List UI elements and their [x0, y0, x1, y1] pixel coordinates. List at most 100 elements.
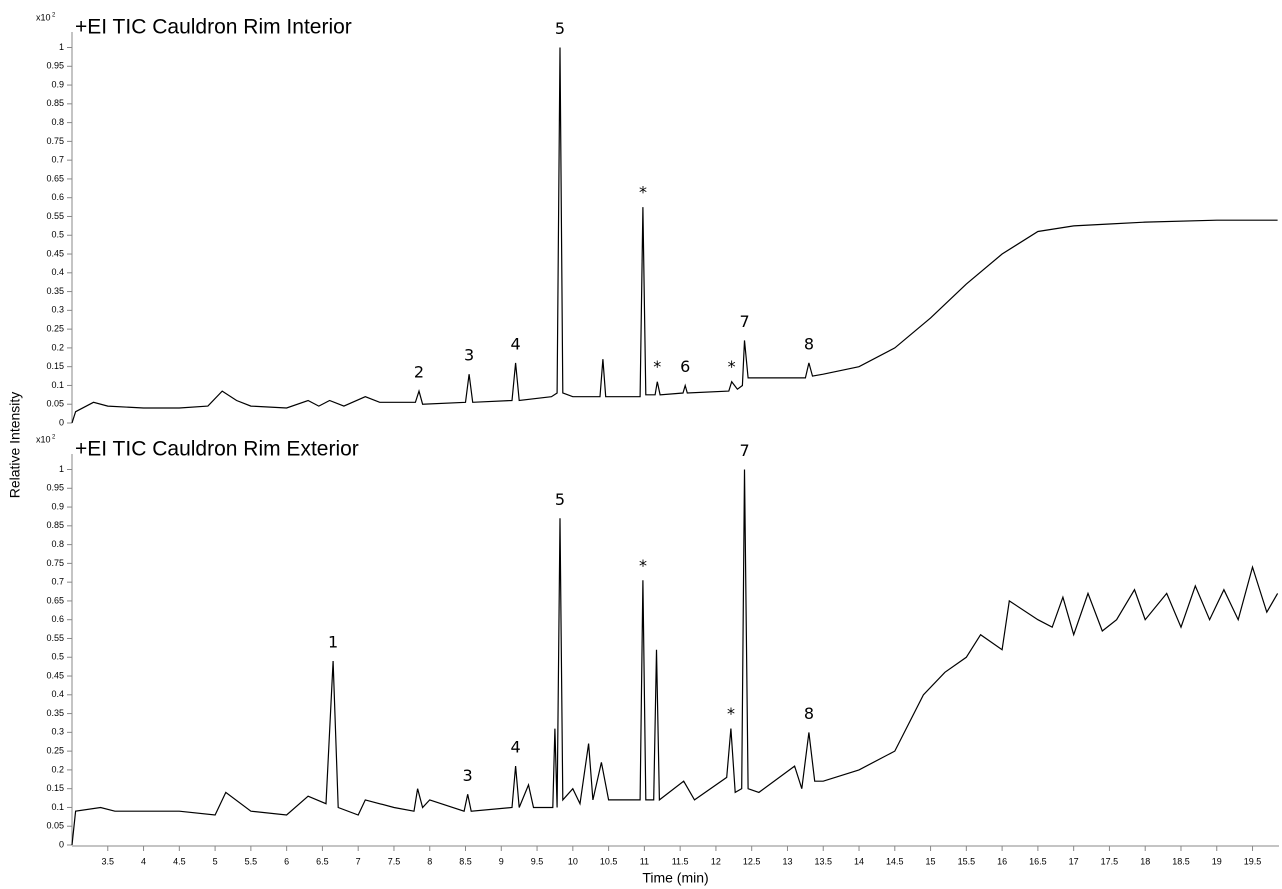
y-tick-label: 0.85: [46, 98, 64, 108]
x-tick-label: 5: [213, 856, 218, 866]
y-tick-label: 0.2: [51, 764, 64, 774]
y-tick-label: 1: [59, 42, 64, 52]
x-tick-label: 4.5: [173, 856, 186, 866]
x-tick-label: 18: [1140, 856, 1150, 866]
x-tick-label: 12: [711, 856, 721, 866]
y-multiplier: x10: [36, 12, 51, 22]
y-tick-label: 0.15: [46, 783, 64, 793]
x-tick-label: 15: [926, 856, 936, 866]
x-tick-label: 4: [141, 856, 146, 866]
x-tick-label: 11.5: [672, 856, 689, 866]
y-tick-label: 0.9: [51, 501, 64, 511]
y-tick-label: 0.45: [46, 248, 64, 258]
x-tick-label: 7.5: [388, 856, 401, 866]
peak-label: 4: [510, 334, 520, 353]
y-tick-label: 0.1: [51, 802, 64, 812]
y-tick-label: 0.4: [51, 267, 64, 277]
x-tick-label: 9.5: [531, 856, 544, 866]
x-tick-label: 10.5: [600, 856, 618, 866]
peak-label: 2: [414, 363, 424, 382]
y-tick-label: 0.6: [51, 192, 64, 202]
panel-title: +EI TIC Cauldron Rim Interior: [75, 16, 352, 39]
y-tick-label: 0.55: [46, 633, 64, 643]
y-tick-label: 0.25: [46, 324, 64, 334]
y-tick-label: 0.35: [46, 286, 64, 296]
peak-label: 3: [464, 346, 474, 365]
y-tick-label: 0.5: [51, 652, 64, 662]
peak-label: 8: [804, 334, 814, 353]
y-tick-label: 0.95: [46, 61, 64, 71]
y-tick-label: 0.8: [51, 117, 64, 127]
y-tick-label: 0.45: [46, 670, 64, 680]
peak-label: *: [728, 357, 736, 376]
y-tick-label: 0.7: [51, 577, 64, 587]
y-tick-label: 0.3: [51, 727, 64, 737]
y-tick-label: 0.05: [46, 399, 64, 409]
peak-label: 7: [739, 312, 749, 331]
y-tick-label: 0.95: [46, 483, 64, 493]
peak-label: *: [653, 357, 661, 376]
panel-title: +EI TIC Cauldron Rim Exterior: [75, 438, 359, 461]
x-tick-label: 9: [499, 856, 504, 866]
peak-label: 5: [555, 490, 565, 509]
x-tick-label: 13: [782, 856, 792, 866]
y-tick-label: 0.65: [46, 173, 64, 183]
x-tick-label: 5.5: [245, 856, 258, 866]
y-tick-label: 0.7: [51, 155, 64, 165]
y-tick-label: 0.75: [46, 136, 64, 146]
y-tick-label: 0.85: [46, 520, 64, 530]
trace: [71, 47, 1278, 424]
peak-label: 1: [328, 633, 338, 652]
y-tick-label: 0.15: [46, 361, 64, 371]
x-tick-label: 12.5: [743, 856, 761, 866]
peak-label: *: [639, 183, 647, 202]
y-tick-label: 0.35: [46, 708, 64, 718]
y-tick-label: 0.2: [51, 342, 64, 352]
peak-label: 6: [680, 357, 690, 376]
y-tick-label: 0.75: [46, 558, 64, 568]
x-axis-label: Time (min): [642, 870, 708, 886]
y-tick-label: 0.6: [51, 614, 64, 624]
x-tick-label: 15.5: [958, 856, 976, 866]
y-tick-label: 0.5: [51, 230, 64, 240]
y-tick-label: 0.65: [46, 595, 64, 605]
y-tick-label: 0.55: [46, 211, 64, 221]
x-tick-label: 18.5: [1172, 856, 1190, 866]
x-tick-label: 17: [1069, 856, 1079, 866]
x-tick-label: 10: [568, 856, 578, 866]
y-tick-label: 0.05: [46, 821, 64, 831]
x-tick-label: 7: [356, 856, 361, 866]
trace: [71, 469, 1279, 846]
x-tick-label: 6: [284, 856, 289, 866]
x-tick-label: 8.5: [459, 856, 472, 866]
y-tick-label: 0.4: [51, 689, 64, 699]
y-exponent: 2: [52, 435, 56, 441]
x-tick-label: 19.5: [1244, 856, 1262, 866]
peak-label: *: [639, 556, 647, 575]
x-tick-label: 14.5: [886, 856, 904, 866]
x-tick-label: 17.5: [1101, 856, 1119, 866]
x-tick-label: 19: [1212, 856, 1222, 866]
y-exponent: 2: [52, 13, 56, 19]
x-tick-label: 8: [427, 856, 432, 866]
peak-label: 3: [463, 766, 473, 785]
x-tick-label: 3.5: [102, 856, 115, 866]
y-axis-label: Relative Intensity: [7, 392, 23, 499]
peak-label: 4: [510, 738, 520, 757]
x-tick-label: 6.5: [316, 856, 329, 866]
peak-label: 8: [804, 704, 814, 723]
y-multiplier: x10: [36, 434, 51, 444]
x-tick-label: 11: [640, 856, 649, 866]
x-tick-label: 16.5: [1029, 856, 1047, 866]
y-tick-label: 0.9: [51, 79, 64, 89]
x-tick-label: 14: [854, 856, 864, 866]
y-tick-label: 1: [59, 464, 64, 474]
y-tick-label: 0.25: [46, 746, 64, 756]
x-tick-label: 16: [997, 856, 1007, 866]
y-tick-label: 0.3: [51, 305, 64, 315]
y-tick-label: 0: [59, 417, 64, 427]
y-tick-label: 0.1: [51, 380, 64, 390]
peak-label: *: [727, 704, 735, 723]
